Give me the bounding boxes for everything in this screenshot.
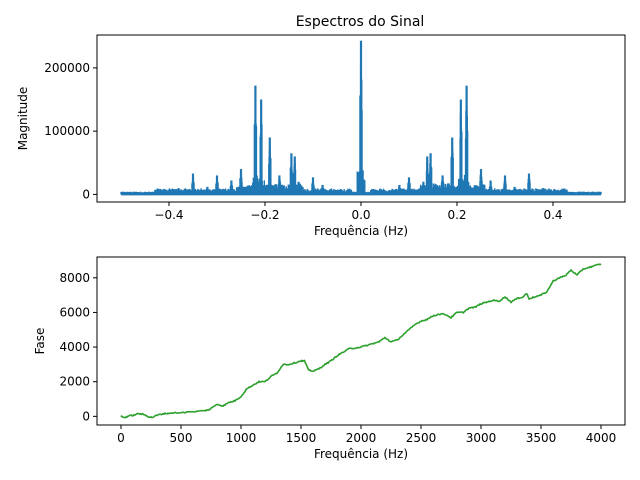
x-tick-label: 3500 xyxy=(526,431,557,445)
y-tick-label: 4000 xyxy=(59,340,90,354)
x-tick-label: 2500 xyxy=(406,431,437,445)
x-tick-label: 500 xyxy=(170,431,193,445)
y-tick-label: 6000 xyxy=(59,305,90,319)
chart-title: Espectros do Sinal xyxy=(296,14,425,30)
x-tick-label: −0.4 xyxy=(154,208,183,222)
x-tick-label: 0.4 xyxy=(543,208,562,222)
subplot-2: 0 500 1000 1500 2000 2500 3000 3500 4000 0 2000 400… xyxy=(33,256,626,461)
y-axis-label: Magnitude xyxy=(16,87,30,151)
x-tick-label: 0.0 xyxy=(351,208,370,222)
y-tick-label: 0 xyxy=(82,409,90,423)
x-axis-label: Frequência (Hz) xyxy=(314,224,408,238)
x-tick-label: 0 xyxy=(117,431,125,445)
y-tick-label: 2000 xyxy=(59,375,90,389)
y-tick-label: 0 xyxy=(82,187,90,201)
x-tick-label: −0.2 xyxy=(250,208,279,222)
x-tick-label: 1000 xyxy=(226,431,257,445)
x-tick-label: 0.2 xyxy=(447,208,466,222)
x-tick-label: 1500 xyxy=(286,431,317,445)
x-tick-label: 4000 xyxy=(586,431,617,445)
phase-line xyxy=(120,263,602,419)
y-axis-label: Fase xyxy=(33,328,47,355)
y-tick-label: 200000 xyxy=(44,61,90,75)
x-tick-label: 2000 xyxy=(346,431,377,445)
x-axis-label: Frequência (Hz) xyxy=(314,447,408,461)
x-tick-label: 3000 xyxy=(466,431,497,445)
plots-layer: −0.4 −0.2 0.0 0.2 0.40100000200000Frequência… xyxy=(16,34,626,461)
y-tick-label: 100000 xyxy=(44,124,90,138)
y-tick-label: 8000 xyxy=(59,271,90,285)
subplot-1: −0.4 −0.2 0.0 0.2 0.4 0 100000 200000 Frequência… xyxy=(16,34,626,238)
